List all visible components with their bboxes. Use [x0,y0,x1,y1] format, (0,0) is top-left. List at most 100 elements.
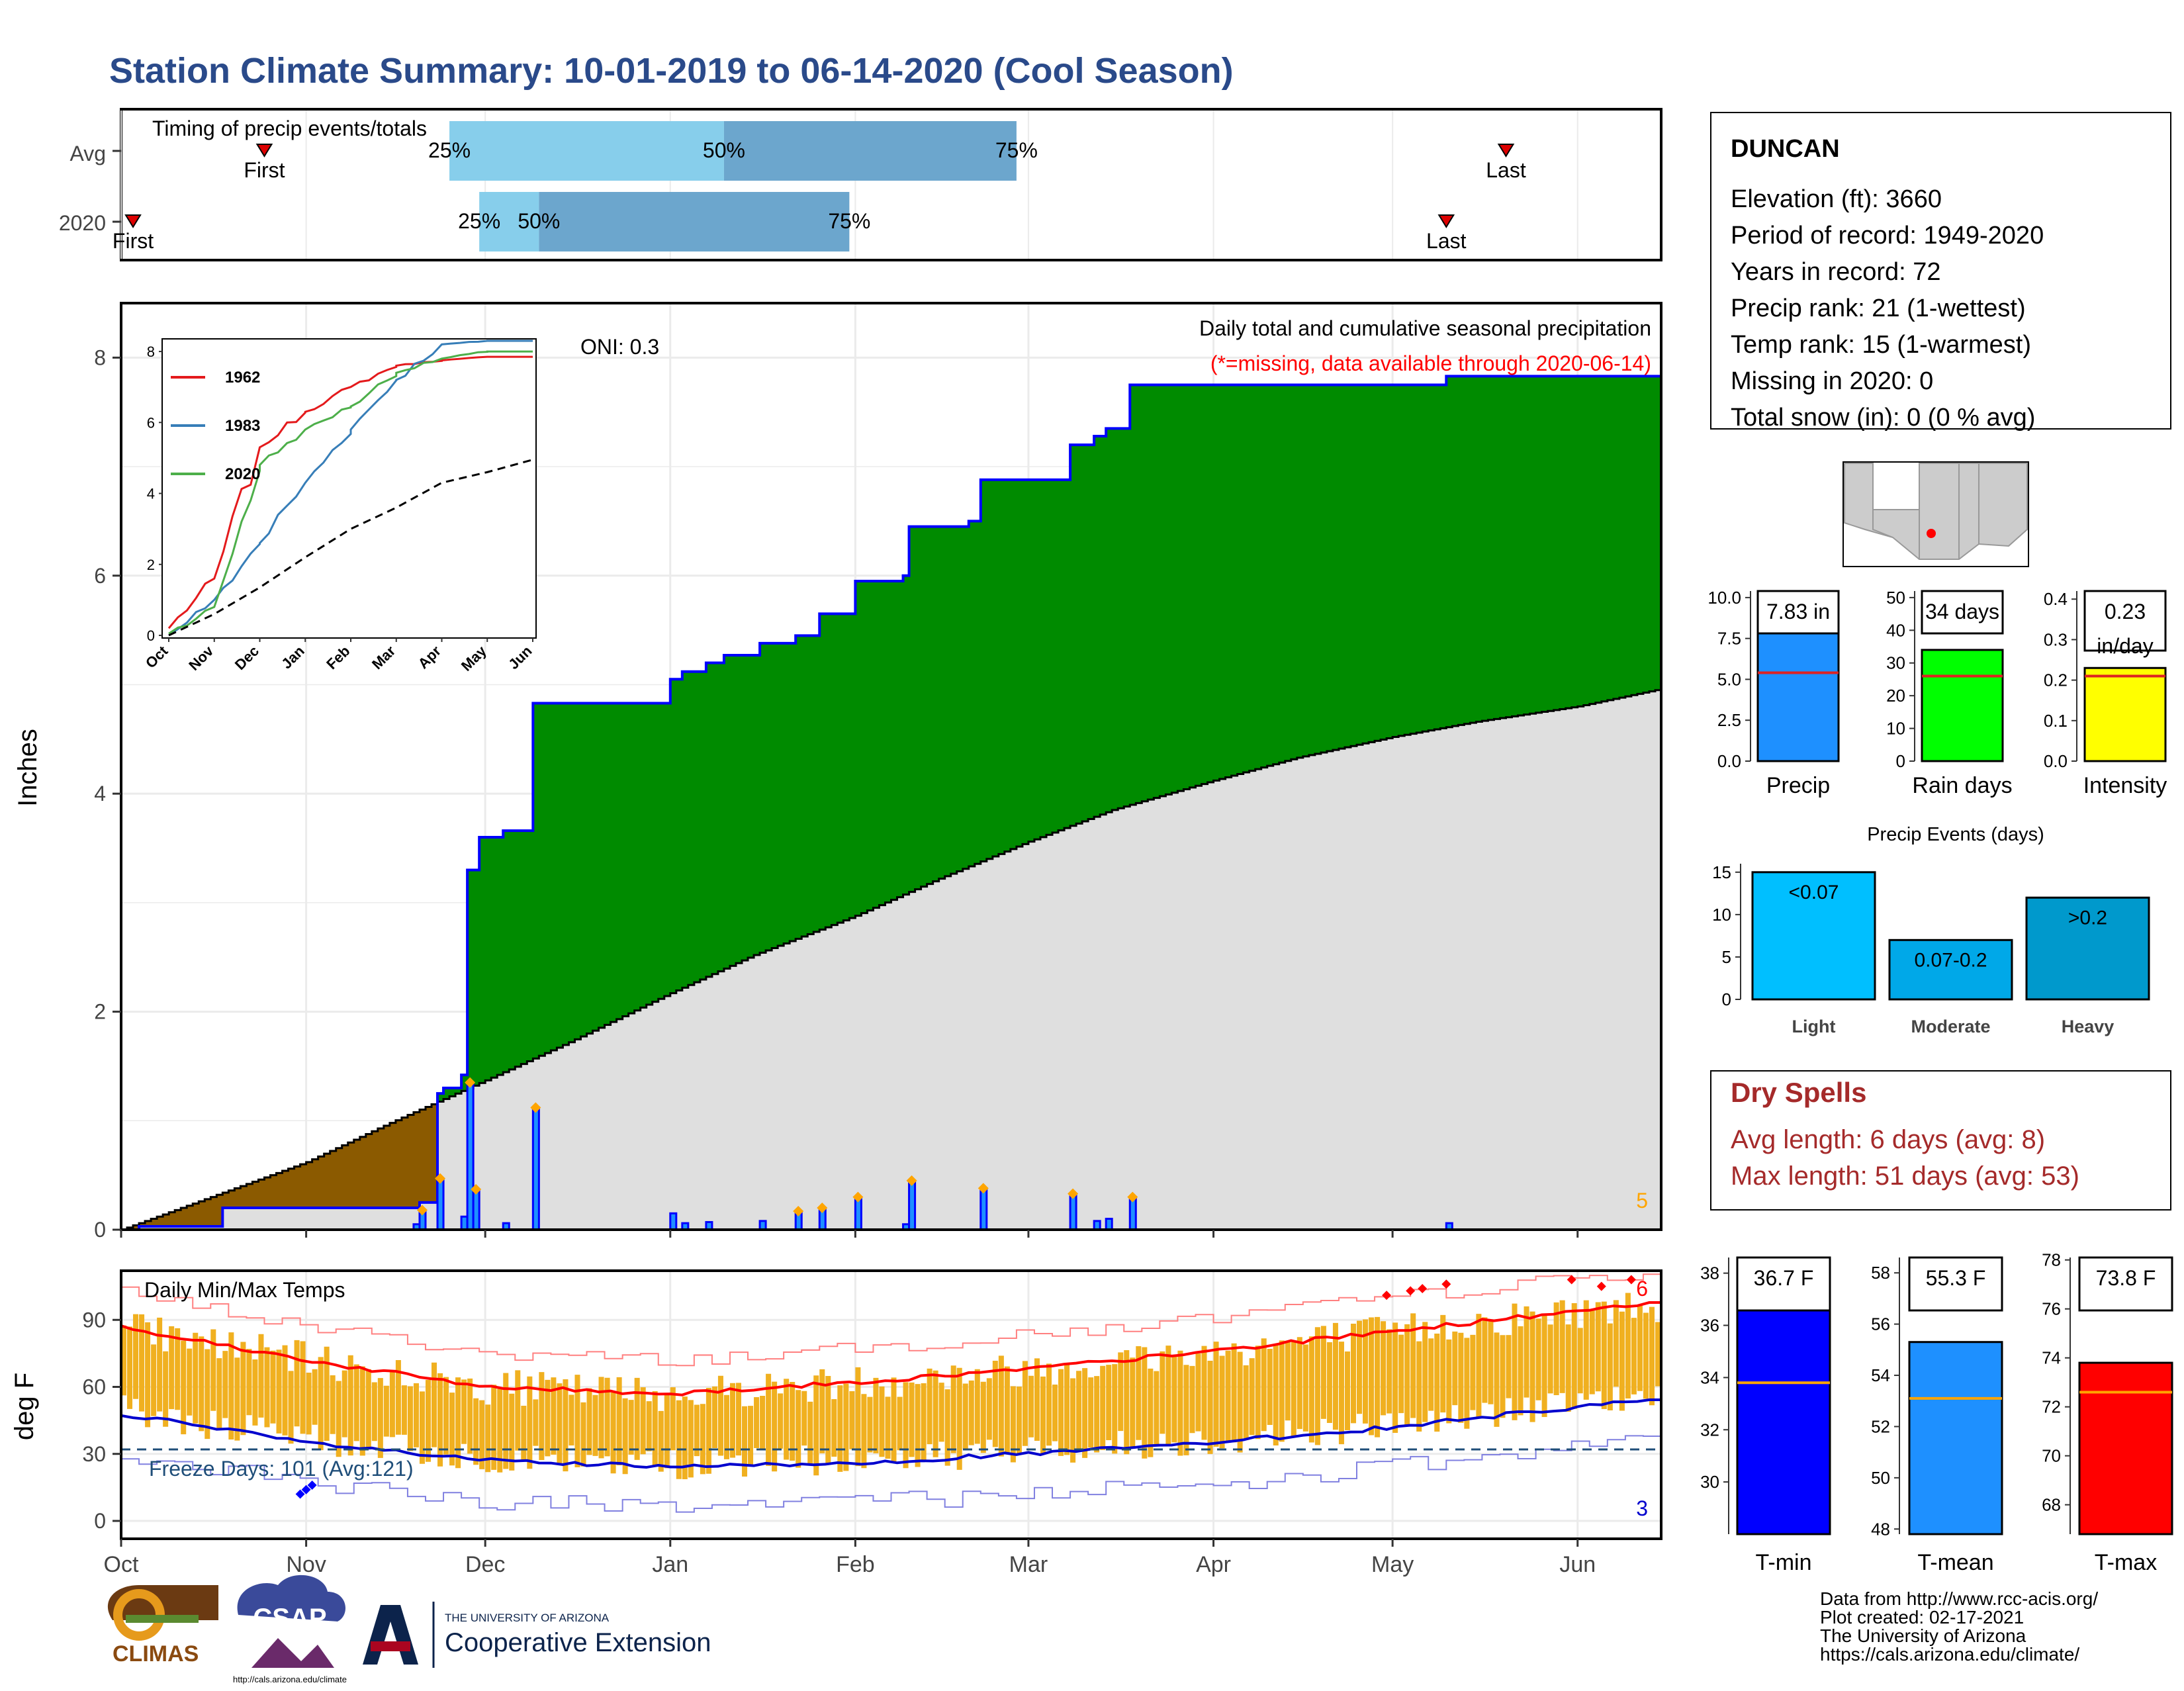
precip-event-bar-label: >0.2 [2068,907,2107,929]
inset-series-line [168,340,533,637]
station-detail-line: Precip rank: 21 (1-wettest) [1731,295,2026,322]
daily-precip-bar [908,1179,917,1231]
timing-iqr-high [539,192,850,251]
mini-chart-tick-label: 5.0 [1717,669,1741,689]
temp-header: Daily Min/Max Temps [144,1278,345,1302]
precip-corner-count: 5 [1636,1189,1648,1212]
precip-event-bar-label: <0.07 [1789,882,1839,903]
events-y-tick-label: 0 [1722,989,1731,1009]
mini-chart-value-bar [1921,649,2004,762]
temp-y-tick-label: 60 [82,1375,106,1399]
footer-line-1: Data from http://www.rcc-acis.org/ [1820,1588,2098,1609]
station-info-box: DUNCAN Elevation (ft): 3660 Period of rec… [1710,112,2171,432]
mini-chart-tick-label: 40 [1886,620,1905,640]
climas-logo-bar [126,1615,199,1623]
csap-logo: CSAP http://cals.arizona.edu/climate [233,1575,347,1684]
station-detail-line: Total snow (in): 0 (0 % avg) [1731,404,2035,432]
timing-grid [120,111,1578,259]
inset-series-line [167,355,533,629]
inset-legend-label: 2020 [225,465,260,483]
temp-count-hot: 6 [1636,1277,1648,1301]
timing-iqr-high [723,121,1017,181]
timing-marker-icon [1497,144,1515,158]
freeze-days-label: Freeze Days: 101 (Avg:121) [149,1457,414,1481]
mini-chart-value-bar [1736,1306,1831,1535]
daily-precip-bar [1105,1218,1113,1231]
mini-chart-tick-label: 0.1 [2044,711,2068,731]
mini-chart-tick-label: 7.5 [1717,629,1741,649]
record-high-marker-icon [1567,1275,1576,1285]
daily-precip-bar [1069,1193,1077,1231]
inset-y-tick-label: 4 [147,486,155,502]
temp-count-cold: 3 [1636,1496,1648,1520]
mini-chart-value-label: 36.7 F [1754,1266,1814,1290]
mini-chart-category-label: T-mean [1917,1550,1993,1575]
mini-chart-tick-label: 0.0 [2044,751,2068,771]
ua-a-bar-icon [371,1641,410,1651]
timing-panel: 25% 50% 75% First Last 25% 50% 75% First Last Tim… [59,108,1662,261]
csap-logo-text: CSAP [253,1604,326,1633]
precip-header: Daily total and cumulative seasonal prec… [1199,316,1651,340]
timing-row-avg-label: Avg [69,142,106,165]
climas-logo: CLIMAS [107,1585,218,1667]
mini-chart-value-label: 73.8 F [2096,1266,2156,1290]
mini-chart-category-label: Intensity [2083,773,2167,798]
daily-precip-marker-icon [817,1203,828,1214]
station-location-marker [1927,529,1936,538]
timing-marker-label: Last [1486,158,1526,182]
month-tick-label: Dec [465,1552,505,1577]
normal-cumulative-line [121,689,1661,1231]
station-detail-line: Temp rank: 15 (1-warmest) [1731,331,2031,359]
mini-chart-tick-label: 34 [1700,1367,1719,1387]
daily-precip-bar [669,1212,678,1231]
precip-y-tick-label: 4 [94,782,106,805]
mini-chart-tick-label: 0 [1896,751,1905,771]
timing-bars: 25% 50% 75% First Last 25% 50% 75% First Last [113,121,1526,253]
precip-panel: 0 2 4 6 8 Inches Daily total and cumulative … [13,302,1662,1242]
precip-events-bars: 0 5 10 15 <0.07 Light 0.07-0.2 Moderate >0.2 Heav… [1712,862,2150,1036]
timing-row-2020-label: 2020 [59,211,106,235]
station-frame [1710,112,2171,430]
temp-frame [120,1269,1662,1540]
mini-chart-value-box [1921,590,2004,635]
summary-bar-chart: 0 10 20 30 40 50 34 days Rain days [1886,588,2014,798]
mini-chart-tick-label: 70 [2042,1446,2061,1466]
mini-chart-tick-label: 30 [1700,1472,1719,1492]
precip-frame [120,302,1662,1231]
timing-marker-label: Last [1426,229,1467,253]
mini-chart-tick-label: 10 [1886,719,1905,739]
timing-iqr-low [479,192,539,251]
daily-precip-bar [436,1177,445,1231]
footer-line-3: The University of Arizona [1820,1625,2026,1646]
mini-chart-tick-label: 56 [1871,1314,1890,1334]
mini-chart-tick-label: 76 [2042,1299,2061,1319]
mini-chart-tick-label: 0.3 [2044,629,2068,649]
precip-y-tick-label: 2 [94,1000,106,1024]
temp-y-tick-label: 30 [82,1442,106,1466]
temp-bar-chart: 30 32 34 36 38 36.7 F T-min [1700,1256,1835,1575]
mini-chart-tick-label: 68 [2042,1495,2061,1515]
university-of-arizona-logo: THE UNIVERSITY OF ARIZONA Cooperative Ex… [363,1602,711,1668]
mini-chart-value-box [1736,1256,1831,1312]
daily-precip-marker-icon [1127,1191,1138,1203]
mini-chart-tick-label: 0.4 [2044,589,2068,609]
ua-a-icon [363,1605,418,1665]
record-low-line [121,1435,1661,1513]
timing-marker-icon [1437,214,1455,228]
month-tick-label: Apr [1196,1552,1231,1577]
timing-iqr-low [449,121,724,181]
precip-event-bar [1751,871,1876,1001]
timing-pct-label: 75% [828,209,870,233]
arizona-locator-map [1843,461,2029,567]
temp-panel: 0 30 60 90 deg F Daily Min/Max Temps Freeze… [10,1269,1662,1540]
precip-event-bar [1888,938,2013,1001]
daily-precip-marker-icon [793,1206,804,1216]
precip-event-bar [2025,896,2150,1001]
inset-series-line [168,350,533,635]
timing-label: Timing of precip events/totals [152,116,427,140]
month-tick-label: Mar [1009,1552,1048,1577]
daily-precip-marker-icon [852,1191,864,1203]
mini-chart-tick-label: 2.5 [1717,710,1741,730]
normal-cumulative-area [121,690,1661,1230]
daily-precip-marker-icon [1068,1188,1079,1199]
